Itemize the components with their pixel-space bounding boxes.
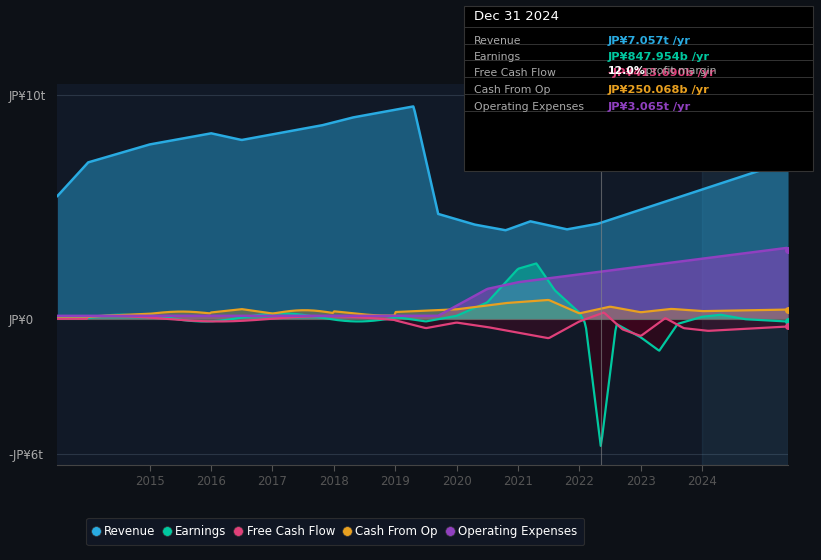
Text: -JP¥413.690b /yr: -JP¥413.690b /yr [608, 68, 714, 78]
Text: Cash From Op: Cash From Op [474, 85, 550, 95]
Text: 12.0%: 12.0% [608, 66, 645, 76]
Text: Revenue: Revenue [474, 36, 521, 46]
Bar [702, 84, 788, 465]
Text: JP¥3.065t /yr: JP¥3.065t /yr [608, 102, 690, 112]
Text: profit margin: profit margin [642, 66, 717, 76]
Text: Free Cash Flow: Free Cash Flow [474, 68, 556, 78]
Text: Earnings: Earnings [474, 52, 521, 62]
Text: JP¥250.068b /yr: JP¥250.068b /yr [608, 85, 709, 95]
Text: Dec 31 2024: Dec 31 2024 [474, 10, 559, 23]
Legend: Revenue, Earnings, Free Cash Flow, Cash From Op, Operating Expenses: Revenue, Earnings, Free Cash Flow, Cash … [86, 518, 584, 545]
Text: JP¥847.954b /yr: JP¥847.954b /yr [608, 52, 709, 62]
Text: Operating Expenses: Operating Expenses [474, 102, 584, 112]
Text: JP¥7.057t /yr: JP¥7.057t /yr [608, 36, 690, 46]
